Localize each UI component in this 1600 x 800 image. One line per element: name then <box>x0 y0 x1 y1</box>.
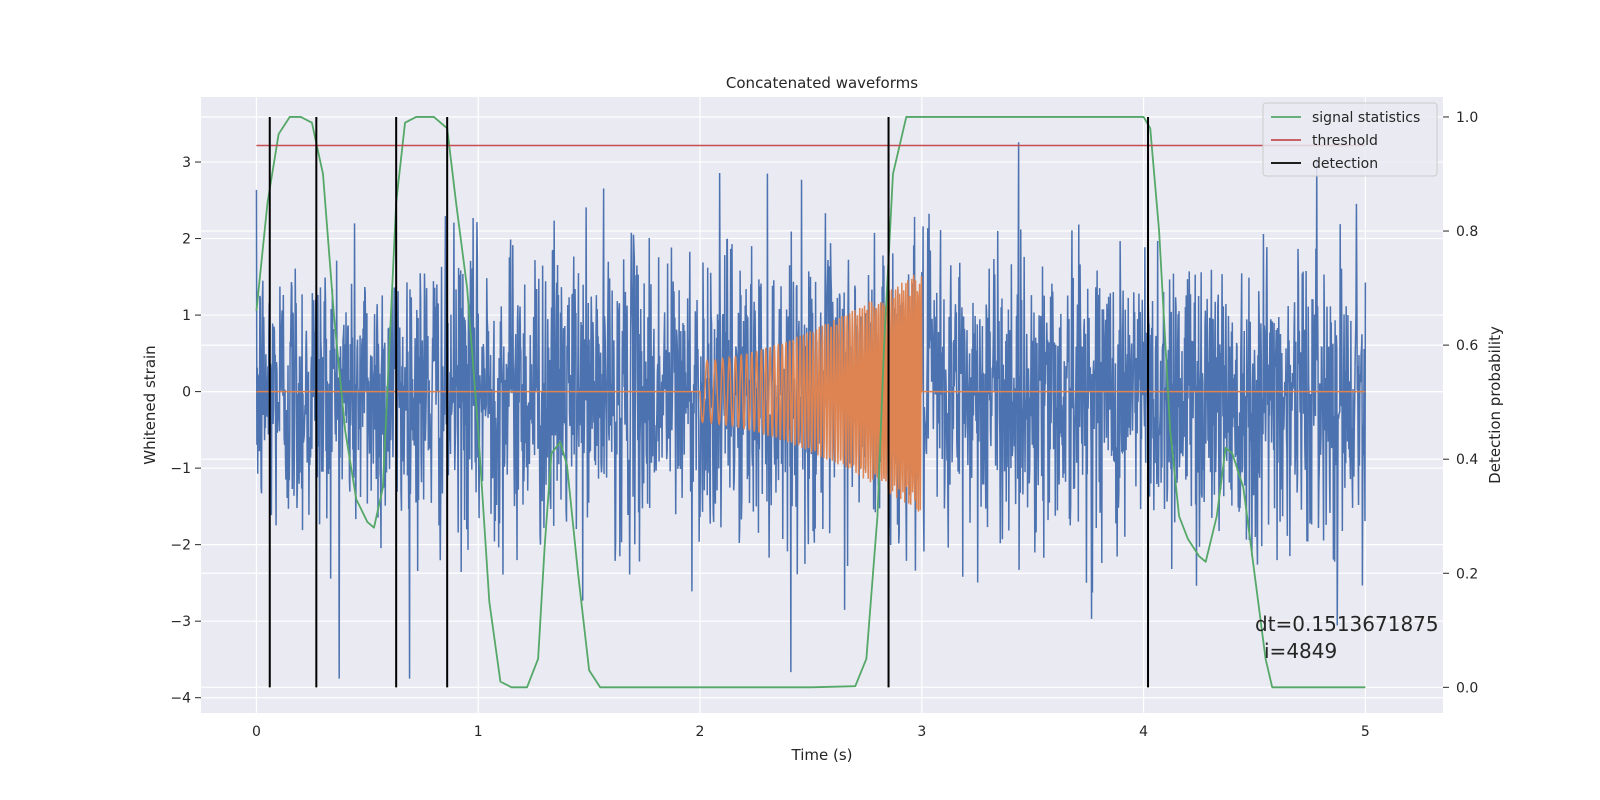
y-tick-label: 0 <box>182 385 191 401</box>
y2-tick-label: 0.0 <box>1456 680 1478 696</box>
y2-tick-label: 0.6 <box>1456 338 1478 354</box>
legend-label: detection <box>1312 156 1378 172</box>
y2-axis-label: Detection probability <box>1486 326 1504 484</box>
y-tick-label: 2 <box>182 232 191 248</box>
y-axis-label: Whitened strain <box>141 345 159 464</box>
y-tick-label: −4 <box>170 691 191 707</box>
legend: signal statistics threshold detection <box>1262 102 1438 177</box>
x-tick-label: 3 <box>917 724 926 740</box>
y2-tick-label: 0.4 <box>1456 452 1478 468</box>
annotation-block: dt=0.1513671875 i=4849 <box>1255 612 1439 663</box>
series-layer <box>255 116 1367 689</box>
x-tick-label: 4 <box>1139 724 1148 740</box>
signal-statistics-line <box>255 116 1366 689</box>
legend-box <box>1262 102 1438 177</box>
x-tick-label: 0 <box>252 724 261 740</box>
x-tick-label: 1 <box>474 724 483 740</box>
y2-tick-label: 1.0 <box>1456 110 1478 126</box>
legend-label: threshold <box>1312 133 1378 149</box>
x-tick-label: 2 <box>696 724 705 740</box>
y2-tick-label: 0.2 <box>1456 566 1478 582</box>
legend-label: signal statistics <box>1312 110 1420 126</box>
x-tick-label: 5 <box>1361 724 1370 740</box>
x-axis-label: Time (s) <box>791 746 853 764</box>
chirp-waveform-series <box>256 274 1366 512</box>
y-tick-label: −2 <box>170 538 191 554</box>
y-tick-label: 1 <box>182 308 191 324</box>
axes: 0 1 2 3 4 5 −4 −3 −2 −1 0 1 2 3 0.0 0.2 0.4 0.6 0.8 1.0 <box>170 110 1478 740</box>
annotation-i: i=4849 <box>1264 639 1337 663</box>
y-tick-label: −3 <box>170 614 191 630</box>
y-tick-label: −1 <box>170 461 191 477</box>
y2-tick-label: 0.8 <box>1456 224 1478 240</box>
annotation-dt: dt=0.1513671875 <box>1255 612 1439 636</box>
y-tick-label: 3 <box>182 155 191 171</box>
chart-title: Concatenated waveforms <box>726 74 918 92</box>
